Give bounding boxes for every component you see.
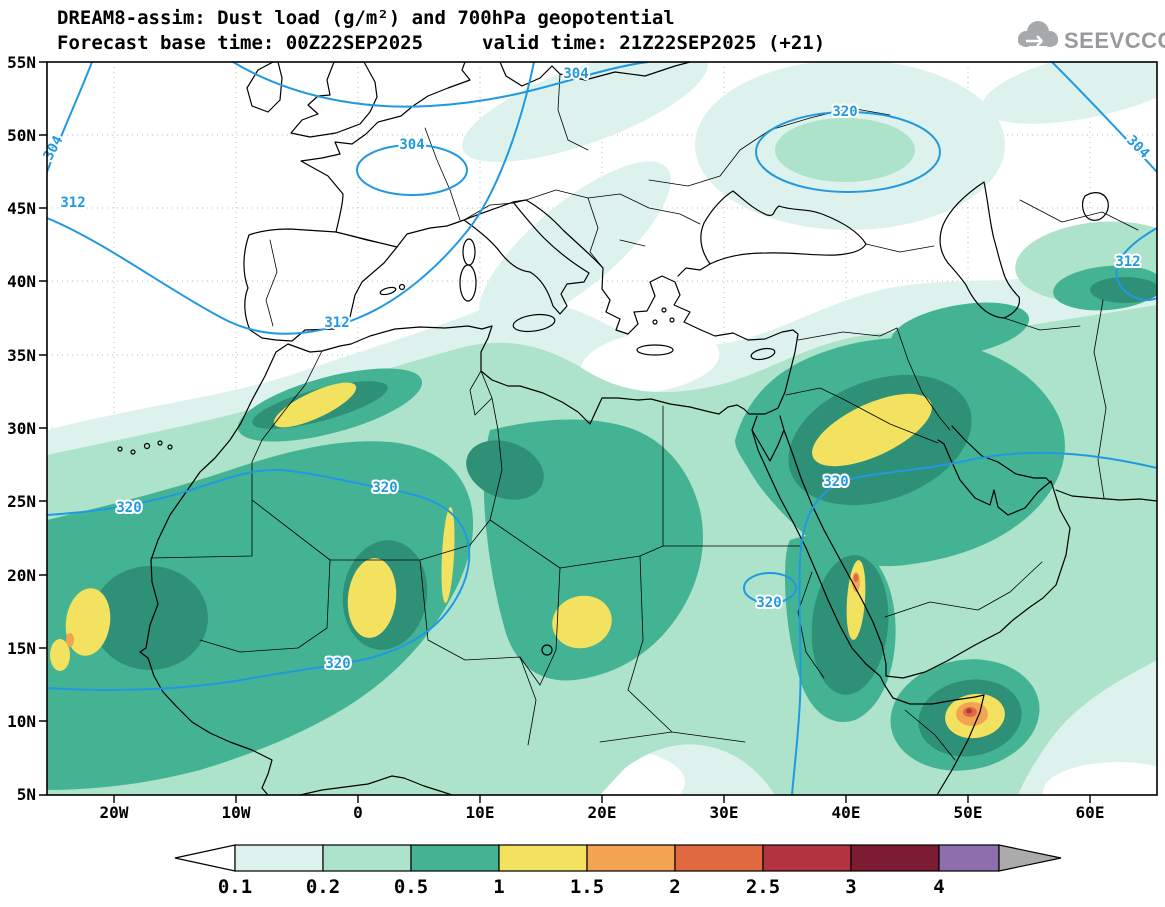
contour-label: 312 (324, 315, 349, 331)
colorbar-tick-label: 0.2 (306, 876, 340, 898)
lat-label: 5N (17, 785, 36, 804)
longitude-labels: 20W 10W 0 10E 20E 30E 40E 50E 60E (100, 803, 1105, 822)
lon-label: 30E (710, 803, 739, 822)
colorbar-segment (498, 844, 588, 872)
lat-label: 45N (7, 199, 36, 218)
lon-label: 60E (1076, 803, 1105, 822)
lon-label: 10E (466, 803, 495, 822)
colorbar-segment (234, 844, 324, 872)
colorbar-segment (322, 844, 412, 872)
contour-label: 304 (40, 133, 66, 163)
colorbar-arrow-left (174, 844, 236, 872)
colorbar-segment (850, 844, 940, 872)
colorbar-arrow-right (998, 844, 1062, 872)
lon-label: 0 (353, 803, 363, 822)
colorbar-tick-label: 2 (669, 876, 680, 898)
contour-label: 312 (60, 195, 85, 211)
seevccc-logo: SEEVCCC (1018, 21, 1165, 53)
page-title: DREAM8-assim: Dust load (g/m²) and 700hP… (57, 7, 675, 29)
lat-label: 20N (7, 566, 36, 585)
lon-label: 40E (832, 803, 861, 822)
colorbar-segment (410, 844, 500, 872)
colorbar-tick-label: 2.5 (746, 876, 780, 898)
lat-label: 35N (7, 346, 36, 365)
lat-label: 50N (7, 126, 36, 145)
colorbar-tick-labels: 0.1 0.2 0.5 1 1.5 2 2.5 3 4 (218, 876, 945, 898)
contour-label: 312 (1115, 254, 1140, 270)
lat-label: 30N (7, 419, 36, 438)
forecast-base-time: Forecast base time: 00Z22SEP2025 (57, 32, 423, 54)
lat-label: 15N (7, 639, 36, 658)
lon-label: 10W (222, 803, 251, 822)
dust-level-1 (50, 382, 1005, 739)
colorbar-tick-label: 1 (493, 876, 504, 898)
lon-label: 20E (588, 803, 617, 822)
contour-label: 304 (399, 137, 424, 153)
contour-label: 320 (116, 500, 141, 516)
contour-label: 320 (325, 656, 350, 672)
dust-shading (47, 62, 1157, 795)
lat-label: 25N (7, 492, 36, 511)
colorbar-tick-label: 0.1 (218, 876, 252, 898)
lon-label: 50E (954, 803, 983, 822)
coastlines (117, 62, 1157, 795)
geopotential-contours (47, 62, 1157, 795)
contour-label: 320 (832, 104, 857, 120)
colorbar-tick-label: 0.5 (394, 876, 428, 898)
contour-label: 320 (823, 474, 848, 490)
colorbar-tick-label: 1.5 (570, 876, 604, 898)
contour-label: 304 (563, 66, 588, 82)
contour-label: 320 (372, 480, 397, 496)
valid-time: valid time: 21Z22SEP2025 (+21) (482, 32, 825, 54)
logo-text: SEEVCCC (1064, 28, 1165, 53)
colorbar-tick-label: 3 (845, 876, 856, 898)
colorbar-segment (674, 844, 764, 872)
colorbar-segment (762, 844, 852, 872)
cloud-icon (1018, 21, 1058, 47)
axis-ticks (39, 61, 1091, 803)
colorbar: 0.1 0.2 0.5 1 1.5 2 2.5 3 4 (174, 844, 1062, 898)
contour-label: 304 (1123, 133, 1152, 162)
lat-label: 40N (7, 272, 36, 291)
contour-label: 320 (756, 595, 781, 611)
lat-label: 55N (7, 53, 36, 72)
dust-level-2.5 (966, 708, 972, 714)
colorbar-tick-label: 4 (933, 876, 944, 898)
country-borders (150, 73, 1139, 761)
lon-label: 20W (100, 803, 129, 822)
colorbar-segment (938, 844, 1000, 872)
colorbar-segment (586, 844, 676, 872)
lat-label: 10N (7, 712, 36, 731)
latitude-labels: 55N 50N 45N 40N 35N 30N 25N 20N 15N 10N … (7, 53, 36, 804)
